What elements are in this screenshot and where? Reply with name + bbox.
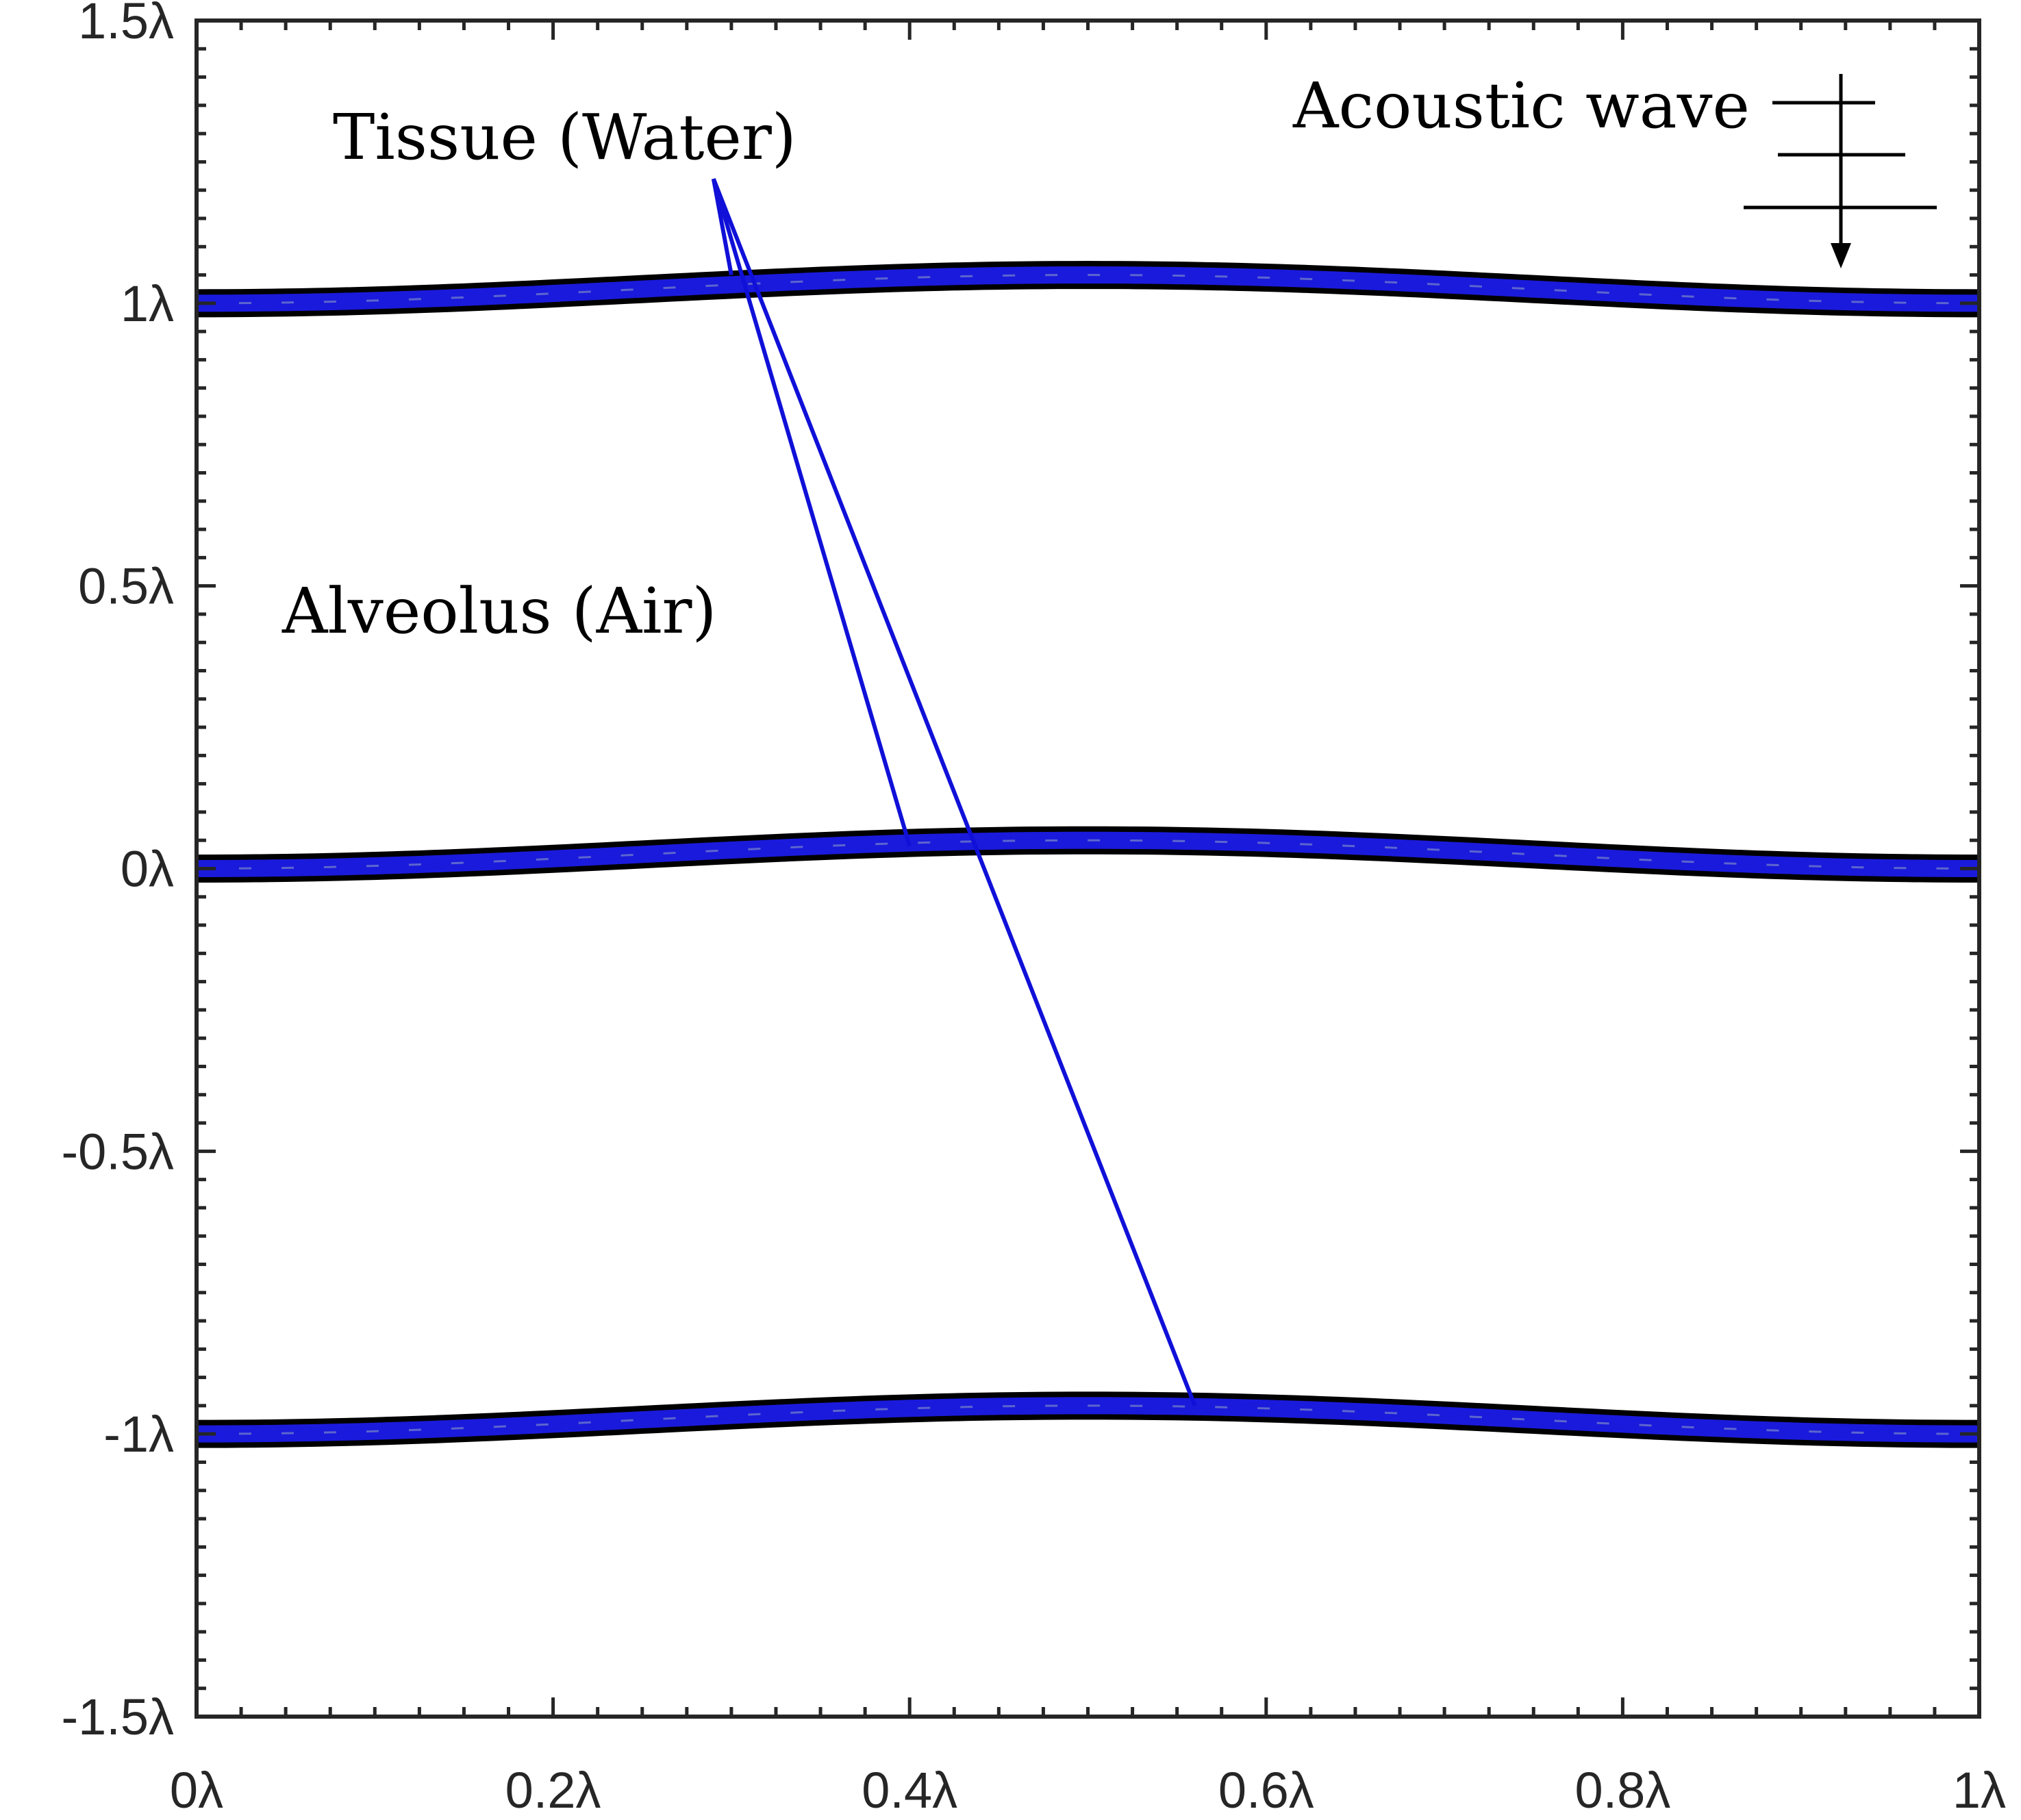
membrane-top-edge (196, 1391, 1980, 1426)
membrane-texture (196, 839, 1980, 870)
x-tick-label: 0.8λ (1574, 1762, 1670, 1819)
y-tick-label: 0λ (121, 841, 174, 898)
y-tick-label: 1.5λ (78, 0, 174, 49)
membrane-1 (196, 261, 1980, 318)
x-tick-label: 1λ (1953, 1762, 2006, 1819)
acoustic-wave-label: Acoustic wave (1292, 69, 1750, 142)
acoustic-wave-arrow-icon (1744, 74, 1937, 268)
x-tick-label: 0.4λ (862, 1762, 957, 1819)
y-tick-label: -1λ (103, 1406, 174, 1463)
y-tick-label: 1λ (121, 275, 174, 332)
pointer-line-3 (712, 178, 1197, 1406)
membrane-2 (196, 826, 1980, 883)
membrane-top-edge (196, 826, 1980, 860)
membrane-3 (196, 1391, 1980, 1448)
membrane-bottom-edge (196, 283, 1980, 318)
membrane-texture (196, 1404, 1980, 1435)
tissue-pointer-lines (711, 178, 1197, 1406)
membrane-bottom-edge (196, 848, 1980, 883)
y-tick-label: 0.5λ (78, 558, 174, 615)
pointer-line-2 (711, 178, 912, 847)
x-tick-label: 0.2λ (505, 1762, 601, 1819)
membrane-texture (196, 274, 1980, 305)
x-tick-labels: 0λ 0.2λ 0.4λ 0.6λ 0.8λ 1λ (170, 1762, 2006, 1819)
alveolus-air-label: Alveolus (Air) (281, 574, 716, 648)
y-tick-label: -1.5λ (61, 1689, 174, 1745)
axis-ticks (194, 18, 1981, 1719)
x-tick-label: 0λ (170, 1762, 223, 1819)
membrane-bottom-edge (196, 1414, 1980, 1448)
membranes (196, 261, 1980, 1448)
membrane-top-edge (196, 261, 1980, 295)
y-tick-label: -0.5λ (61, 1123, 174, 1180)
x-tick-label: 0.6λ (1218, 1762, 1314, 1819)
y-tick-labels: 1.5λ 1λ 0.5λ 0λ -0.5λ -1λ -1.5λ (61, 0, 174, 1745)
tissue-water-label: Tissue (Water) (333, 101, 796, 174)
